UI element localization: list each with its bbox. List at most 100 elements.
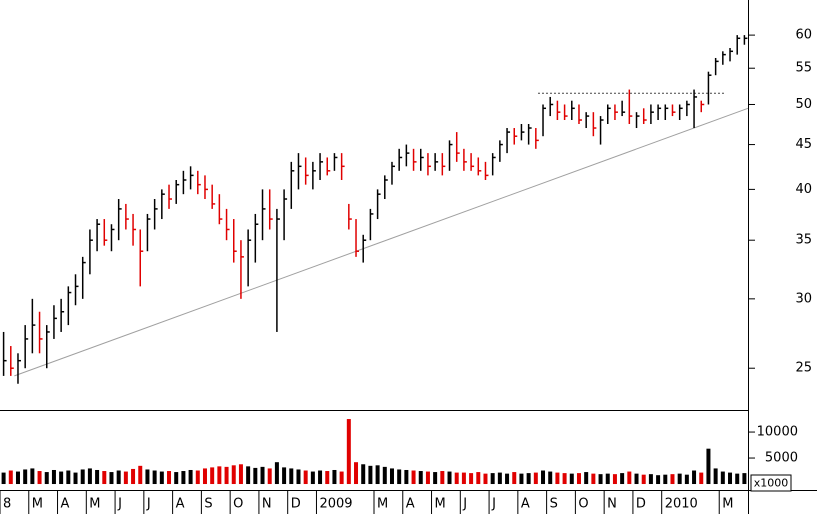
volume-bar	[274, 462, 279, 485]
x-tick-label: J	[462, 497, 467, 512]
volume-bar	[332, 469, 337, 485]
volume-bar	[346, 419, 351, 485]
x-tick-label: O	[233, 497, 243, 512]
volume-bar	[296, 469, 301, 485]
x-tick-label: J	[491, 497, 496, 512]
volume-bar	[109, 472, 114, 485]
volume-bar	[8, 470, 13, 485]
volume-bar	[469, 473, 474, 485]
volume-bar	[555, 472, 560, 485]
volume-bar	[433, 472, 438, 485]
volume-bar	[684, 474, 689, 485]
x-tick-label: A	[61, 497, 70, 512]
volume-bar	[620, 473, 625, 485]
volume-bar	[728, 472, 733, 485]
volume-bar	[497, 472, 502, 485]
volume-bar	[354, 462, 359, 485]
volume-bar	[382, 466, 387, 485]
volume-bar	[605, 473, 610, 485]
x-tick-label: M	[435, 497, 446, 512]
x-tick-label: J	[146, 497, 151, 512]
x-tick-label: S	[550, 497, 558, 512]
volume-bar	[66, 470, 71, 485]
volume-bar	[152, 470, 157, 485]
x-tick-label: A	[176, 497, 185, 512]
x-tick-label: J	[117, 497, 122, 512]
volume-bar	[742, 473, 747, 485]
volume-bar	[87, 468, 92, 485]
volume-bar	[418, 471, 423, 485]
volume-bar	[310, 471, 315, 485]
volume-bar	[541, 470, 546, 485]
volume-bar	[389, 468, 394, 485]
volume-bar	[188, 469, 193, 485]
x-tick-label: D	[291, 497, 301, 512]
y-tick-label: 30	[795, 291, 812, 306]
volume-bar	[361, 464, 366, 485]
volume-bar	[706, 448, 711, 485]
volume-bar	[138, 465, 143, 485]
volume-bar	[59, 471, 64, 485]
y-tick-label: 50	[795, 97, 812, 112]
volume-bar	[519, 473, 524, 485]
x-tick-label: N	[262, 497, 272, 512]
volume-bar	[598, 474, 603, 485]
volume-bar	[526, 473, 531, 485]
volume-bar	[699, 472, 704, 485]
y-tick-label: 40	[795, 182, 812, 197]
volume-bar	[224, 466, 229, 485]
volume-bar	[15, 471, 20, 485]
volume-bar	[576, 473, 581, 485]
x-tick-label: M	[377, 497, 388, 512]
volume-bar	[1, 472, 6, 485]
y-tick-label: 25	[795, 361, 812, 376]
x-tick-label: 8	[3, 497, 11, 512]
volume-bar	[303, 470, 308, 485]
volume-bar	[339, 471, 344, 485]
volume-bar	[461, 472, 466, 485]
volume-bar	[627, 471, 632, 485]
volume-bar	[368, 465, 373, 485]
volume-bar	[425, 471, 430, 485]
volume-bar	[202, 468, 207, 485]
volume-bar	[663, 474, 668, 485]
x-tick-label: M	[89, 497, 100, 512]
y-tick-label: 55	[795, 61, 812, 76]
volume-bar	[167, 471, 172, 485]
volume-bar	[411, 470, 416, 485]
volume-bar	[238, 464, 243, 485]
volume-bar	[584, 472, 589, 485]
volume-bar	[123, 471, 128, 485]
x-tick-label: 2009	[319, 497, 352, 512]
volume-bar	[80, 469, 85, 485]
volume-bar	[174, 472, 179, 485]
volume-bar	[131, 468, 136, 485]
volume-bar	[159, 471, 164, 485]
volume-bar	[282, 467, 287, 485]
volume-bar	[656, 475, 661, 485]
volume-bar	[505, 473, 510, 485]
volume-bar	[44, 472, 49, 485]
volume-bar	[591, 473, 596, 485]
volume-bar	[476, 472, 481, 485]
volume-bar	[102, 471, 107, 485]
volume-bar	[375, 465, 380, 485]
volume-bar	[713, 468, 718, 485]
y-tick-label: 35	[795, 233, 812, 248]
volume-bar	[447, 471, 452, 485]
volume-tick-label: 10000	[757, 425, 798, 440]
volume-unit: x1000	[754, 477, 789, 490]
x-tick-label: D	[636, 497, 646, 512]
volume-bar	[195, 470, 200, 485]
volume-tick-label: 5000	[765, 451, 798, 466]
volume-bar	[512, 472, 517, 485]
volume-bar	[246, 466, 251, 485]
volume-bar	[677, 473, 682, 485]
volume-bar	[23, 469, 28, 485]
x-tick-label: 2010	[665, 497, 698, 512]
volume-bar	[145, 469, 150, 485]
volume-bar	[397, 469, 402, 485]
volume-bar	[30, 468, 35, 485]
volume-bar	[641, 474, 646, 485]
